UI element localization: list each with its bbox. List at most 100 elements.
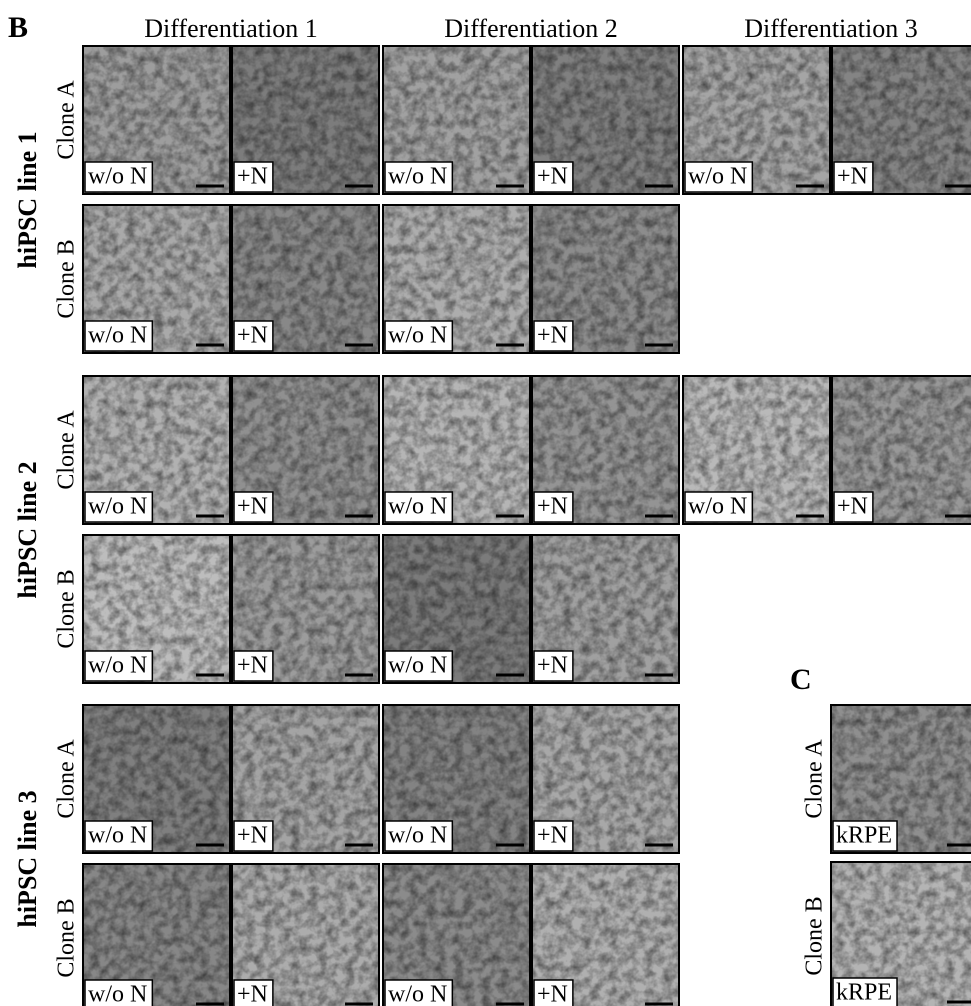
micrograph-border [531,863,680,1006]
micrograph-border [382,45,531,195]
image-label: +N [837,494,868,520]
label-box [84,161,154,193]
line-label: hiPSC line 2 [13,461,42,598]
image-label: +N [537,323,568,349]
image-label: +N [237,494,268,520]
image-label: w/o N [88,494,147,520]
column-header: Differentiation 3 [744,14,918,43]
panel-label: B [8,11,28,44]
micrograph-border [682,375,831,525]
micrograph-border [531,45,680,195]
image-label: kRPE [836,980,892,1006]
clone-label: Clone A [54,410,80,490]
label-box [533,979,574,1006]
micrograph-border [382,863,531,1006]
micrograph-border [82,863,231,1006]
column-header: Differentiation 1 [144,14,318,43]
clone-label: Clone B [54,239,80,318]
micrograph-border [82,534,231,684]
label-box [384,820,454,852]
label-box [533,320,574,352]
micrograph-border [231,204,380,354]
line-label: hiPSC line 1 [13,131,42,268]
image-label: +N [537,823,568,849]
image-label: +N [537,982,568,1006]
image-label: w/o N [388,494,447,520]
label-box [233,161,274,193]
micrograph-border [231,534,380,684]
micrograph-border [231,375,380,525]
image-label: w/o N [88,323,147,349]
micrograph-border [831,45,971,195]
image-label: +N [237,164,268,190]
image-label: +N [237,653,268,679]
micrograph-border [382,375,531,525]
image-label: w/o N [88,982,147,1006]
image-label: +N [537,653,568,679]
label-box [84,979,154,1006]
label-box [233,491,274,523]
image-label: w/o N [688,164,747,190]
label-box [833,161,874,193]
label-box [84,320,154,352]
label-box [233,650,274,682]
line-label: hiPSC line 3 [13,790,42,927]
image-label: w/o N [388,653,447,679]
image-label: +N [837,164,868,190]
image-label: kRPE [836,823,892,849]
micrograph-border [531,534,680,684]
micrograph-border [382,704,531,854]
label-box [832,977,898,1006]
label-box [533,650,574,682]
image-label: w/o N [388,823,447,849]
micrograph-border [82,204,231,354]
label-box [233,979,274,1006]
label-box [533,820,574,852]
image-label: +N [237,823,268,849]
clone-label: Clone A [54,80,80,160]
micrograph-border [82,375,231,525]
label-box [384,650,454,682]
image-label: w/o N [388,323,447,349]
clone-label: Clone A [54,739,80,819]
label-box [84,820,154,852]
clone-label: Clone A [802,739,828,819]
micrograph-border [830,704,971,854]
clone-label: Clone B [54,569,80,648]
label-box [684,161,754,193]
label-box [832,820,898,852]
label-box [84,491,154,523]
clone-label: Clone B [54,898,80,977]
micrograph-border [82,704,231,854]
label-box [384,491,454,523]
micrograph-border [531,704,680,854]
image-label: w/o N [388,164,447,190]
label-box [384,320,454,352]
label-box [533,161,574,193]
label-box [384,979,454,1006]
image-label: w/o N [88,823,147,849]
image-label: w/o N [88,164,147,190]
micrograph-border [831,375,971,525]
image-label: +N [537,494,568,520]
label-box [233,320,274,352]
micrograph-border [531,204,680,354]
micrograph-border [382,204,531,354]
label-box [833,491,874,523]
label-box [533,491,574,523]
image-label: w/o N [688,494,747,520]
image-label: +N [237,982,268,1006]
label-box [384,161,454,193]
column-header: Differentiation 2 [444,14,618,43]
label-box [84,650,154,682]
clone-label: Clone B [802,896,828,975]
label-box [684,491,754,523]
image-label: +N [237,323,268,349]
image-label: +N [537,164,568,190]
micrograph-border [82,45,231,195]
micrograph-border [682,45,831,195]
label-box [233,820,274,852]
micrograph-border [231,863,380,1006]
micrograph-border [231,704,380,854]
